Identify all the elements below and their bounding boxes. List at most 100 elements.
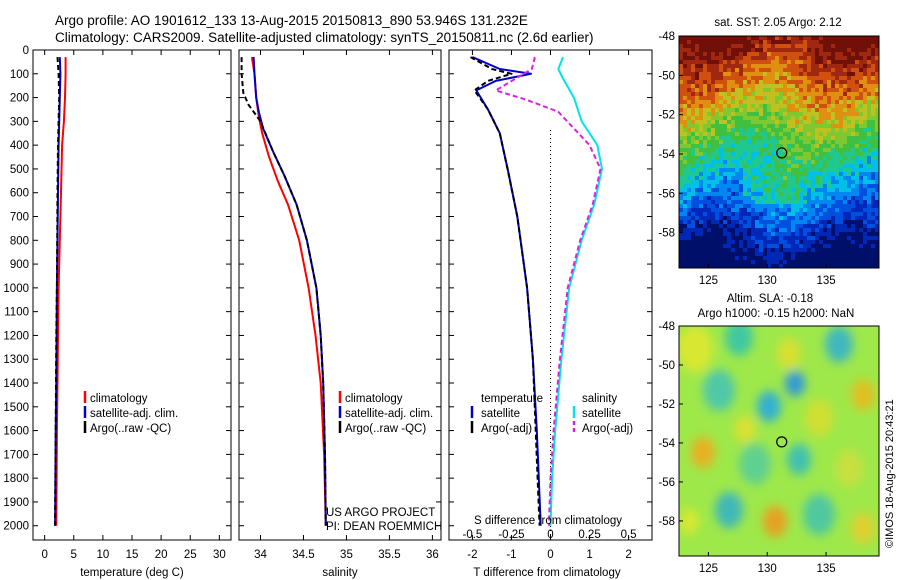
sst-cell (707, 220, 712, 225)
sst-cell (707, 60, 712, 65)
sst-cell (695, 172, 700, 177)
sst-cell (835, 168, 840, 173)
sst-cell (847, 196, 852, 201)
sst-cell (823, 152, 828, 157)
sst-cell (811, 200, 816, 205)
sst-cell (767, 60, 772, 65)
sst-cell (875, 228, 879, 233)
sst-cell (783, 244, 788, 249)
sst-cell (687, 56, 692, 61)
sst-cell (695, 200, 700, 205)
sst-cell (847, 248, 852, 253)
sst-cell (871, 248, 876, 253)
sst-cell (855, 124, 860, 129)
sst-cell (763, 148, 768, 153)
sst-cell (767, 152, 772, 157)
sst-cell (727, 244, 732, 249)
sst-cell (731, 44, 736, 49)
sst-cell (703, 92, 708, 97)
sst-cell (815, 100, 820, 105)
sst-cell (791, 52, 796, 57)
sst-cell (699, 52, 704, 57)
sst-cell (711, 68, 716, 73)
sst-cell (847, 164, 852, 169)
sst-cell (803, 64, 808, 69)
sst-cell (751, 112, 756, 117)
sst-cell (795, 92, 800, 97)
sst-cell (815, 36, 820, 41)
sst-cell (715, 96, 720, 101)
sst-cell (803, 108, 808, 113)
sst-cell (811, 92, 816, 97)
sst-cell (727, 80, 732, 85)
sst-cell (747, 152, 752, 157)
sst-cell (763, 156, 768, 161)
sst-cell (719, 264, 724, 268)
sst-cell (731, 208, 736, 213)
sst-cell (807, 168, 812, 173)
sst-cell (823, 124, 828, 129)
sst-cell (835, 108, 840, 113)
sst-cell (803, 128, 808, 133)
sst-cell (739, 156, 744, 161)
sst-cell (871, 56, 876, 61)
sst-cell (707, 144, 712, 149)
sst-cell (719, 212, 724, 217)
sst-cell (819, 184, 824, 189)
sst-cell (759, 236, 764, 241)
sst-cell (803, 100, 808, 105)
sst-cell (775, 216, 780, 221)
sst-cell (799, 164, 804, 169)
sst-cell (743, 48, 748, 53)
series-line-argo-raw-qc- (240, 57, 327, 526)
sst-cell (803, 188, 808, 193)
sst-cell (847, 40, 852, 45)
map-y-tick-label: -50 (658, 360, 675, 372)
sst-cell (843, 92, 848, 97)
sst-cell (755, 136, 760, 141)
sst-cell (795, 84, 800, 89)
sst-cell (739, 200, 744, 205)
sst-cell (707, 188, 712, 193)
sst-cell (859, 172, 864, 177)
sst-cell (723, 212, 728, 217)
sst-cell (835, 116, 840, 121)
sst-cell (747, 180, 752, 185)
sst-cell (823, 244, 828, 249)
sst-cell (843, 156, 848, 161)
sst-cell (867, 104, 872, 109)
sst-cell (751, 204, 756, 209)
sst-cell (783, 44, 788, 49)
sst-cell (779, 148, 784, 153)
sst-cell (715, 192, 720, 197)
sst-cell (863, 80, 868, 85)
sst-cell (875, 208, 879, 213)
sst-cell (871, 116, 876, 121)
sst-cell (815, 112, 820, 117)
sst-cell (767, 40, 772, 45)
sst-cell (783, 112, 788, 117)
sst-cell (783, 256, 788, 261)
sst-cell (867, 72, 872, 77)
sst-cell (791, 100, 796, 105)
sst-cell (703, 244, 708, 249)
sst-cell (791, 132, 796, 137)
sst-cell (823, 204, 828, 209)
sst-cell (719, 244, 724, 249)
sst-cell (691, 256, 696, 261)
sst-cell (855, 80, 860, 85)
s-tick-label: 0.5 (621, 529, 637, 541)
sst-cell (743, 156, 748, 161)
sst-cell (863, 124, 868, 129)
sst-cell (811, 68, 816, 73)
sst-cell (731, 192, 736, 197)
sst-cell (771, 232, 776, 237)
sst-cell (839, 184, 844, 189)
sla-blob (679, 508, 699, 535)
sst-cell (735, 264, 740, 268)
sst-cell (727, 124, 732, 129)
sst-cell (723, 160, 728, 165)
sst-cell (703, 196, 708, 201)
sst-cell (735, 112, 740, 117)
sst-cell (803, 244, 808, 249)
